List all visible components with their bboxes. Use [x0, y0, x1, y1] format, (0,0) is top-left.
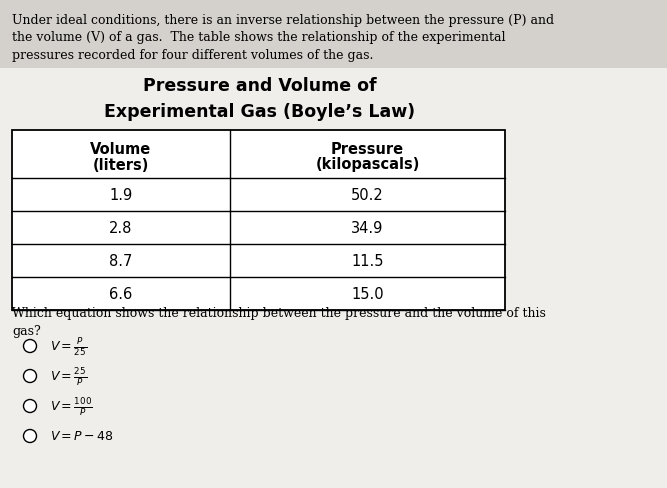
Text: Which equation shows the relationship between the pressure and the volume of thi: Which equation shows the relationship be…	[12, 306, 546, 319]
Text: (liters): (liters)	[93, 157, 149, 172]
Text: 1.9: 1.9	[109, 187, 133, 203]
Circle shape	[23, 429, 37, 443]
Text: 11.5: 11.5	[352, 253, 384, 268]
Text: pressures recorded for four different volumes of the gas.: pressures recorded for four different vo…	[12, 49, 374, 62]
Text: gas?: gas?	[12, 324, 41, 337]
Text: 34.9: 34.9	[352, 221, 384, 236]
Text: Under ideal conditions, there is an inverse relationship between the pressure (P: Under ideal conditions, there is an inve…	[12, 14, 554, 27]
Text: Pressure and Volume of: Pressure and Volume of	[143, 77, 377, 95]
Circle shape	[23, 340, 37, 353]
Text: 15.0: 15.0	[352, 286, 384, 302]
Circle shape	[23, 400, 37, 413]
Text: $V = \frac{100}{P}$: $V = \frac{100}{P}$	[50, 395, 93, 417]
Text: 50.2: 50.2	[351, 187, 384, 203]
Text: 6.6: 6.6	[109, 286, 133, 302]
Text: 8.7: 8.7	[109, 253, 133, 268]
Text: the volume (V) of a gas.  The table shows the relationship of the experimental: the volume (V) of a gas. The table shows…	[12, 31, 506, 44]
Text: $V = P - 48$: $V = P - 48$	[50, 429, 114, 443]
Text: (kilopascals): (kilopascals)	[315, 157, 420, 172]
Bar	[12, 131, 505, 310]
Text: Pressure: Pressure	[331, 141, 404, 156]
Text: Experimental Gas (Boyle’s Law): Experimental Gas (Boyle’s Law)	[105, 103, 416, 121]
Circle shape	[23, 370, 37, 383]
Text: $V = \frac{P}{25}$: $V = \frac{P}{25}$	[50, 335, 87, 357]
Bar	[0, 69, 667, 488]
Text: $V = \frac{25}{P}$: $V = \frac{25}{P}$	[50, 366, 87, 387]
Text: Volume: Volume	[90, 141, 151, 156]
Text: 2.8: 2.8	[109, 221, 133, 236]
